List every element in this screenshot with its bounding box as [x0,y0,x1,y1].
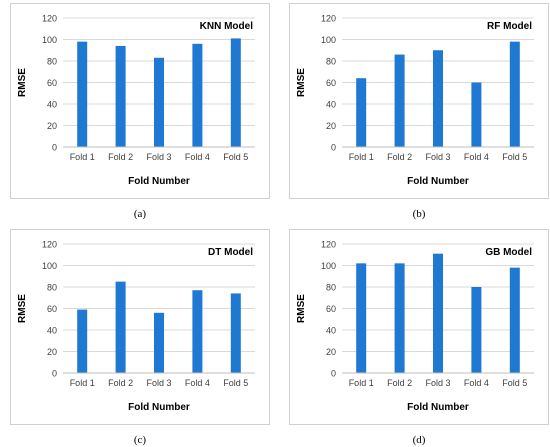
y-tick-label: 120 [321,14,336,24]
y-tick-label: 120 [321,240,336,250]
x-tick-label: Fold 4 [185,378,210,388]
bar-chart-knn: 0 20 40 60 80 100 120 Fold 1 Fold 2 Fold 3 Fold 4 F… [17,14,255,187]
bar [394,263,405,373]
bar [356,263,367,373]
y-tick-label: 100 [42,261,57,271]
y-tick-label: 20 [47,121,57,131]
figure-caption: (a) [133,208,147,220]
bar [433,253,443,373]
x-tick-label: Fold 1 [70,152,95,162]
chart-title: GB Model [485,247,532,258]
x-tick-label: Fold 4 [464,378,489,388]
bar [471,82,482,147]
bar [394,54,405,147]
y-tick-label: 120 [42,14,57,24]
y-tick-label: 40 [326,100,336,110]
y-tick-label: 100 [321,261,336,271]
bar [115,281,126,373]
chart-frame: 0 20 40 60 80 100 120 Fold 1 Fold 2 Fold 3 Fold 4 F… [10,229,270,425]
x-axis-label: Fold Number [407,402,469,413]
bar [115,45,126,148]
bar [192,43,203,147]
x-tick-label: Fold 2 [108,152,133,162]
bar-chart-gb: 0 20 40 60 80 100 120 Fold 1 Fold 2 Fold 3 Fold 4 F… [296,240,534,413]
y-tick-label: 60 [326,78,336,88]
y-tick-label: 80 [326,57,336,67]
y-tick-label: 60 [326,304,336,314]
y-tick-label: 20 [326,121,336,131]
y-tick-label: 0 [52,143,57,153]
chart-title: DT Model [208,247,253,258]
bar [509,41,520,147]
y-tick-label: 20 [47,347,57,357]
bar [230,293,241,373]
bar [509,267,520,373]
x-tick-label: Fold 1 [349,152,374,162]
chart-title: RF Model [487,21,532,32]
y-tick-label: 0 [331,369,336,379]
y-tick-label: 40 [47,100,57,110]
figure-caption: (d) [412,434,426,446]
x-tick-label: Fold 5 [223,152,248,162]
chart-frame: 0 20 40 60 80 100 120 Fold 1 Fold 2 Fold 3 Fold 4 F… [10,3,270,199]
bar [154,57,164,147]
bar [230,38,241,147]
x-tick-label: Fold 2 [108,378,133,388]
x-tick-label: Fold 1 [349,378,374,388]
x-axis-label: Fold Number [407,176,469,187]
y-axis-label: RMSE [296,68,307,97]
y-axis-label: RMSE [296,294,307,323]
x-tick-label: Fold 2 [387,152,412,162]
y-tick-label: 60 [47,304,57,314]
x-tick-label: Fold 3 [146,152,171,162]
x-tick-label: Fold 3 [425,378,450,388]
chart-frame: 0 20 40 60 80 100 120 Fold 1 Fold 2 Fold 3 Fold 4 F… [289,229,549,425]
y-tick-label: 20 [326,347,336,357]
y-axis-label: RMSE [17,68,28,97]
x-tick-label: Fold 4 [185,152,210,162]
y-tick-label: 80 [47,283,57,293]
x-tick-label: Fold 4 [464,152,489,162]
y-tick-label: 120 [42,240,57,250]
x-tick-label: Fold 5 [502,378,527,388]
x-tick-label: Fold 2 [387,378,412,388]
bar-chart-rf: 0 20 40 60 80 100 120 Fold 1 Fold 2 Fold 3 Fold 4 F… [296,14,534,187]
x-axis-label: Fold Number [128,176,190,187]
x-axis-label: Fold Number [128,402,190,413]
bar [77,41,88,147]
bar [77,309,88,373]
bar [192,290,203,373]
bar-chart-dt: 0 20 40 60 80 100 120 Fold 1 Fold 2 Fold 3 Fold 4 F… [17,240,255,413]
y-tick-label: 100 [321,35,336,45]
y-tick-label: 80 [47,57,57,67]
x-tick-label: Fold 3 [146,378,171,388]
chart-title: KNN Model [200,21,254,32]
y-tick-label: 0 [331,143,336,153]
y-tick-label: 100 [42,35,57,45]
y-axis-label: RMSE [17,294,28,323]
bar [356,78,367,147]
y-tick-label: 40 [47,326,57,336]
bar [433,50,443,147]
y-tick-label: 60 [47,78,57,88]
y-tick-label: 80 [326,283,336,293]
bar [154,312,164,373]
x-tick-label: Fold 5 [502,152,527,162]
x-tick-label: Fold 3 [425,152,450,162]
y-tick-label: 0 [52,369,57,379]
x-tick-label: Fold 1 [70,378,95,388]
bar [471,287,482,373]
figure-caption: (b) [412,208,426,220]
x-tick-label: Fold 5 [223,378,248,388]
figure-caption: (c) [133,434,147,446]
y-tick-label: 40 [326,326,336,336]
chart-frame: 0 20 40 60 80 100 120 Fold 1 Fold 2 Fold 3 Fold 4 F… [289,3,549,199]
